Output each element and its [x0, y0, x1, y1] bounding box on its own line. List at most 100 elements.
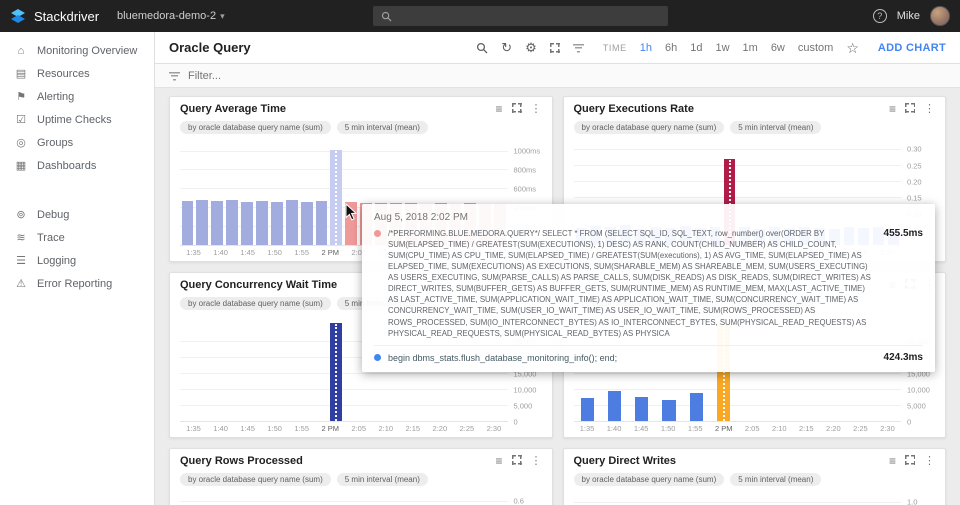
time-range-1h[interactable]: 1h — [639, 41, 652, 54]
filter-list-icon[interactable] — [572, 42, 584, 53]
plot-area[interactable] — [180, 495, 508, 505]
legend-icon[interactable] — [889, 103, 896, 116]
sidebar-item-monitoring-overview[interactable]: Monitoring Overview — [0, 40, 154, 62]
group-by-chip[interactable]: by oracle database query name (sum) — [180, 473, 331, 486]
interval-chip[interactable]: 5 min interval (mean) — [730, 121, 822, 134]
interval-chip[interactable]: 5 min interval (mean) — [336, 121, 428, 134]
search-icon[interactable] — [476, 42, 488, 54]
x-tick-label: 1:40 — [606, 424, 622, 433]
logging-icon — [14, 254, 28, 267]
gridline — [180, 373, 508, 375]
y-tick-label: 15,000 — [513, 369, 537, 379]
x-tick-label: 1:35 — [186, 248, 201, 257]
x-tick-label: 2:15 — [799, 424, 814, 433]
more-options-icon[interactable] — [531, 104, 542, 115]
gridline — [573, 149, 901, 151]
gridline — [573, 501, 901, 503]
groups-icon — [14, 136, 28, 149]
chart-bar[interactable] — [330, 149, 343, 245]
x-tick-label: 2:10 — [378, 424, 394, 433]
chart-bar[interactable] — [300, 201, 313, 245]
avatar[interactable] — [930, 6, 950, 26]
expand-icon[interactable] — [511, 102, 522, 116]
project-selector[interactable]: bluemedora-demo-2 — [117, 10, 225, 22]
chart-bar[interactable] — [724, 158, 736, 245]
chart-bar[interactable] — [270, 201, 283, 245]
chart-bar[interactable] — [226, 200, 239, 245]
group-by-chip[interactable]: by oracle database query name (sum) — [573, 121, 725, 134]
time-range-1m[interactable]: 1m — [742, 41, 758, 54]
chart-card-query-rows-processed: Query Rows Processed by oracle database … — [169, 448, 553, 505]
sidebar-item-uptime-checks[interactable]: Uptime Checks — [0, 108, 154, 131]
interval-chip[interactable]: 5 min interval (mean) — [336, 473, 428, 486]
chart-bar[interactable] — [211, 201, 224, 245]
star-icon[interactable] — [846, 41, 859, 55]
group-by-chip[interactable]: by oracle database query name (sum) — [180, 297, 331, 310]
search-input[interactable] — [398, 10, 660, 22]
plot-area[interactable] — [180, 319, 508, 422]
sidebar-item-label: Logging — [37, 254, 77, 267]
help-icon[interactable]: ? — [872, 9, 887, 23]
sidebar-item-debug[interactable]: Debug — [0, 203, 154, 226]
resources-icon — [14, 67, 28, 80]
legend-icon[interactable] — [495, 103, 502, 116]
gridline — [180, 226, 508, 228]
filter-bar — [155, 64, 960, 88]
chart-bar[interactable] — [689, 392, 703, 421]
chart-bar[interactable] — [330, 322, 343, 421]
legend-icon[interactable] — [495, 455, 502, 468]
sidebar-item-resources[interactable]: Resources — [0, 62, 154, 85]
group-by-chip[interactable]: by oracle database query name (sum) — [573, 473, 725, 486]
interval-chip[interactable]: 5 min interval (mean) — [730, 473, 822, 486]
filter-input[interactable] — [188, 69, 488, 82]
sidebar-item-dashboards[interactable]: Dashboards — [0, 154, 154, 177]
chart-bar[interactable] — [662, 399, 676, 421]
chart-bar[interactable] — [345, 202, 358, 245]
y-tick-label: 0.25 — [907, 161, 922, 171]
expand-icon[interactable] — [905, 102, 915, 116]
time-range-1w[interactable]: 1w — [715, 41, 730, 54]
more-options-icon[interactable] — [531, 456, 542, 467]
chart-card-query-direct-writes: Query Direct Writes by oracle database q… — [562, 448, 946, 505]
gridline — [574, 421, 902, 422]
sidebar-item-error-reporting[interactable]: Error Reporting — [0, 272, 154, 295]
sidebar-item-alerting[interactable]: Alerting — [0, 85, 154, 108]
x-tick-label: 2:25 — [853, 424, 868, 433]
gridline — [573, 181, 901, 183]
plot-area[interactable] — [573, 495, 901, 505]
refresh-icon[interactable] — [501, 41, 512, 54]
group-by-chip[interactable]: by oracle database query name (sum) — [180, 121, 331, 134]
more-options-icon[interactable] — [924, 456, 935, 467]
expand-icon[interactable] — [905, 454, 915, 468]
time-range-6h[interactable]: 6h — [664, 41, 678, 54]
legend-icon[interactable] — [889, 455, 896, 468]
filter-icon — [169, 70, 180, 81]
sidebar-item-logging[interactable]: Logging — [0, 249, 154, 272]
sidebar-item-label: Uptime Checks — [37, 113, 112, 126]
gear-icon[interactable] — [525, 41, 537, 54]
y-tick-label: 1000ms — [513, 146, 541, 156]
time-range-1d[interactable]: 1d — [690, 41, 703, 54]
y-tick-label: 15,000 — [907, 369, 930, 379]
sidebar-item-label: Alerting — [37, 90, 75, 103]
chart-bar[interactable] — [255, 200, 268, 245]
sidebar-item-groups[interactable]: Groups — [0, 131, 154, 154]
chart-bar[interactable] — [241, 201, 253, 245]
chart-bar[interactable] — [607, 391, 622, 421]
add-chart-button[interactable]: ADD CHART — [877, 41, 946, 54]
time-range-6w[interactable]: 6w — [770, 41, 785, 54]
chart-bar[interactable] — [181, 200, 194, 245]
global-search[interactable] — [373, 6, 668, 26]
chart-bar[interactable] — [315, 201, 328, 245]
error-reporting-icon — [14, 277, 28, 290]
chart-bar[interactable] — [580, 398, 594, 421]
chart-bar[interactable] — [196, 199, 209, 245]
sidebar-item-trace[interactable]: Trace — [0, 226, 154, 249]
fit-screen-icon[interactable] — [549, 42, 560, 53]
more-options-icon[interactable] — [924, 104, 935, 115]
expand-icon[interactable] — [511, 454, 522, 468]
chart-bar[interactable] — [635, 397, 649, 421]
chart-bar[interactable] — [285, 200, 298, 245]
x-tick-label: 1:45 — [240, 424, 255, 433]
time-range-custom[interactable]: custom — [797, 41, 834, 54]
